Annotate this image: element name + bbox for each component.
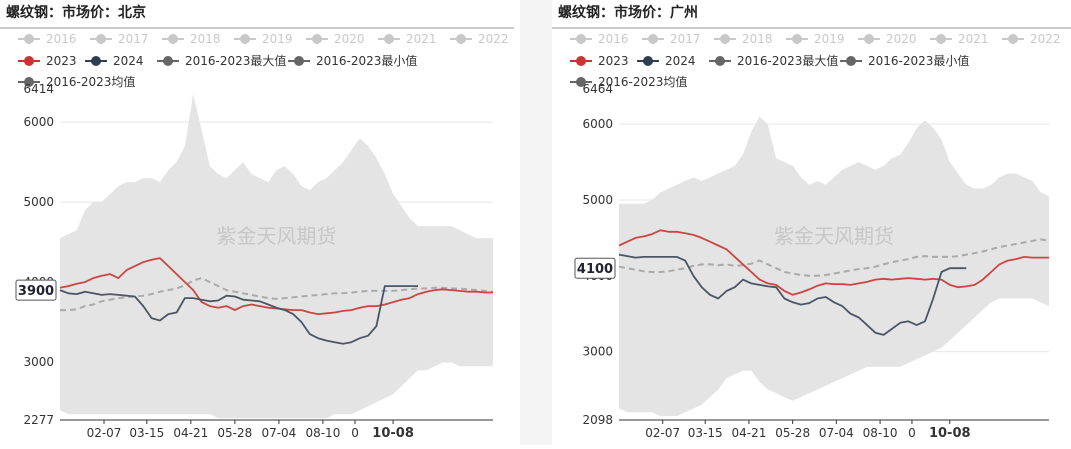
- legend-label-2019: 2019: [262, 32, 293, 46]
- legend-label-2022: 2022: [478, 32, 509, 46]
- watermark: 紫金天风期货: [774, 224, 894, 248]
- x-tick-label: 07-04: [261, 426, 296, 440]
- axis-pointer-label: 4100: [577, 262, 613, 277]
- legend-marker: [91, 56, 101, 66]
- legend-marker: [715, 56, 725, 66]
- legend-marker: [643, 56, 653, 66]
- y-tick-label: 5000: [582, 193, 613, 207]
- legend-marker: [846, 56, 856, 66]
- x-tick-label: 04-21: [173, 426, 208, 440]
- legend-label-2019: 2019: [814, 32, 845, 46]
- x-tick-label: 05-28: [217, 426, 252, 440]
- x-tick-label: 02-07: [87, 426, 122, 440]
- series-avg-line: [618, 238, 1050, 277]
- axis-pointer-label: 3900: [18, 284, 54, 299]
- legend-marker: [240, 34, 250, 44]
- legend-label-2016-2023最小值: 2016-2023最小值: [868, 53, 969, 68]
- legend-marker: [792, 34, 802, 44]
- legend-label-2016-2023最大值: 2016-2023最大值: [737, 53, 838, 68]
- legend-marker: [96, 34, 106, 44]
- x-tick-label: 05-28: [775, 426, 810, 440]
- chart-guangzhou: 螺纹钢：市场价：广州 2016 2017 2018 2019 2020 2021 2022 20…: [552, 4, 1071, 441]
- legend-marker: [312, 34, 322, 44]
- legend-marker: [24, 77, 34, 87]
- chart-title: 螺纹钢：市场价：广州: [558, 4, 698, 21]
- x-tick-label: 04-21: [732, 426, 767, 440]
- x-tick-label: 08-10: [305, 426, 340, 440]
- legend-label-2023: 2023: [46, 54, 77, 68]
- legend-marker: [576, 34, 586, 44]
- x-tick-label: 08-10: [863, 426, 898, 440]
- y-tick-label: 6464: [582, 82, 613, 96]
- legend-label-2020: 2020: [334, 32, 365, 46]
- series-2024-line: [59, 285, 419, 345]
- x-tick-label: 02-07: [645, 426, 680, 440]
- legend-label-2016: 2016: [598, 32, 629, 46]
- legend-marker: [384, 34, 394, 44]
- chart-panel-guangzhou: 螺纹钢：市场价：广州 2016 2017 2018 2019 2020 2021 2022 20…: [552, 0, 1071, 445]
- legend-label-2016: 2016: [46, 32, 77, 46]
- max-min-band: [619, 116, 1049, 417]
- axis-pointer-box: [15, 279, 57, 301]
- legend-label-2016-2023均值: 2016-2023均值: [598, 74, 687, 89]
- legend-marker: [576, 77, 586, 87]
- legend-marker: [163, 56, 173, 66]
- x-tick-label: 03-15: [129, 426, 164, 440]
- y-tick-label: 6414: [23, 82, 54, 96]
- x-tick-label: 0: [351, 426, 359, 440]
- legend-marker: [720, 34, 730, 44]
- legend-label-2016-2023均值: 2016-2023均值: [46, 74, 135, 89]
- legend-label-2023: 2023: [598, 54, 629, 68]
- legend-label-2020: 2020: [886, 32, 917, 46]
- chart-beijing: 螺纹钢：市场价：北京 2016 2017 2018 2019 2020 2021 2022 20…: [0, 4, 514, 441]
- legend-label-2018: 2018: [742, 32, 773, 46]
- legend-marker: [1008, 34, 1018, 44]
- legend-marker: [456, 34, 466, 44]
- series-2024-line: [618, 253, 967, 336]
- legend-label-2021: 2021: [958, 32, 989, 46]
- axis-pointer-box: [574, 257, 616, 279]
- chart-title: 螺纹钢：市场价：北京: [6, 4, 146, 21]
- legend-marker: [168, 34, 178, 44]
- y-tick-label: 3000: [582, 345, 613, 359]
- x-tick-label: 07-04: [819, 426, 854, 440]
- legend-label-2024: 2024: [665, 54, 696, 68]
- y-tick-label: 6000: [582, 117, 613, 131]
- legend-label-2022: 2022: [1030, 32, 1061, 46]
- legend-label-2017: 2017: [118, 32, 149, 46]
- legend-marker: [24, 34, 34, 44]
- x-tick-label: 03-15: [688, 426, 723, 440]
- series-2023-line: [618, 229, 1049, 296]
- max-min-band: [60, 94, 493, 419]
- y-tick-label: 6000: [23, 115, 54, 129]
- y-tick-label: 5000: [23, 195, 54, 209]
- legend-label-2024: 2024: [113, 54, 144, 68]
- x-tick-label: 0: [908, 426, 916, 440]
- legend-marker: [936, 34, 946, 44]
- panel-divider: [520, 0, 552, 445]
- chart-panel-beijing: 螺纹钢：市场价：北京 2016 2017 2018 2019 2020 2021 2022 20…: [0, 0, 520, 445]
- y-tick-label: 2277: [23, 413, 54, 427]
- legend-label-2018: 2018: [190, 32, 221, 46]
- legend-marker: [648, 34, 658, 44]
- legend-label-2016-2023最小值: 2016-2023最小值: [316, 53, 417, 68]
- watermark: 紫金天风期货: [217, 224, 337, 248]
- y-tick-label: 2098: [582, 413, 613, 427]
- legend-marker: [24, 56, 34, 66]
- legend-marker: [294, 56, 304, 66]
- y-tick-label: 3000: [23, 355, 54, 369]
- legend-label-2016-2023最大值: 2016-2023最大值: [185, 53, 286, 68]
- legend-marker: [576, 56, 586, 66]
- legend-label-2017: 2017: [670, 32, 701, 46]
- x-tick-label: 10-08: [372, 426, 414, 441]
- x-tick-label: 10-08: [929, 426, 971, 441]
- legend-label-2021: 2021: [406, 32, 437, 46]
- legend-marker: [864, 34, 874, 44]
